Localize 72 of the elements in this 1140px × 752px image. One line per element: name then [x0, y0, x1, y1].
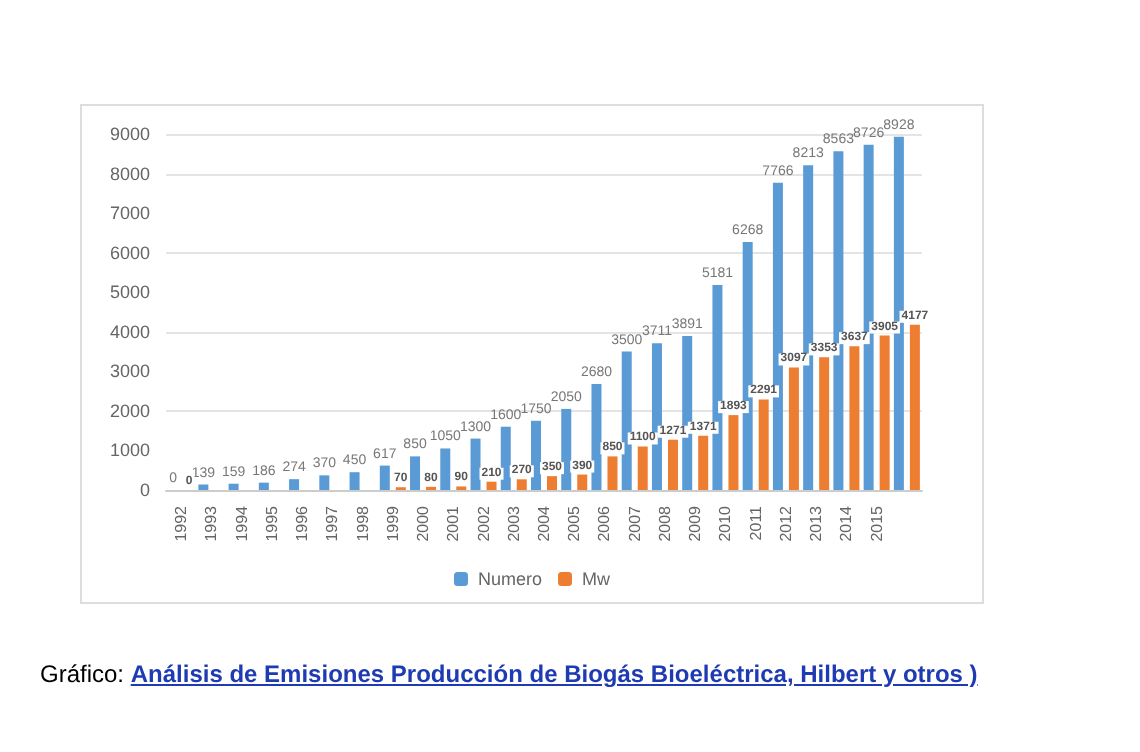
x-tick-label: 2011 [746, 504, 765, 541]
y-tick-label: 4000 [109, 321, 150, 342]
bar [833, 151, 844, 490]
bar [849, 346, 860, 490]
bar [698, 435, 709, 490]
x-tick-label: 2014 [837, 504, 856, 542]
bar [577, 474, 588, 490]
bar [440, 448, 451, 490]
bar [486, 481, 497, 490]
y-tick-label: 8000 [109, 163, 150, 184]
x-tick-label: 1992 [172, 504, 191, 542]
x-tick-label: 1993 [202, 504, 221, 542]
bar [349, 472, 360, 490]
x-tick-label: 1995 [262, 504, 281, 542]
bar [879, 335, 890, 490]
x-tick-label: 2007 [625, 504, 644, 542]
x-tick-label: 2010 [716, 504, 735, 542]
bar [607, 456, 618, 490]
bar [803, 165, 814, 490]
bar [667, 439, 678, 490]
y-tick-label: 1000 [109, 440, 150, 461]
bar [637, 446, 648, 490]
x-tick-label: 2006 [595, 504, 614, 542]
bar [228, 483, 239, 490]
y-tick-label: 6000 [109, 242, 150, 263]
x-tick-label: 1994 [232, 504, 251, 542]
x-tick-label: 2008 [655, 504, 674, 542]
bar [410, 456, 421, 490]
y-tick-label: 7000 [109, 203, 150, 224]
bar [547, 476, 557, 490]
bar [863, 144, 874, 490]
y-tick-label: 2000 [109, 400, 150, 421]
bar [531, 420, 541, 490]
legend-label: Mw [582, 569, 612, 589]
x-tick-label: 2015 [867, 504, 886, 542]
x-tick-label: 2001 [444, 504, 463, 542]
bar [500, 426, 511, 490]
legend-label: Numero [477, 569, 543, 589]
x-tick-label: 2013 [807, 504, 826, 542]
bar [909, 324, 920, 490]
bar [470, 438, 481, 490]
bar [728, 415, 739, 490]
x-tick-label: 1997 [323, 504, 342, 542]
bar [819, 357, 830, 490]
text: Gráfico: Análisis de Emisiones Producción de Biogás Bioeléctrica, Hilbert y otros ) [40, 660, 978, 688]
bar [591, 383, 602, 490]
x-tick-label: 2005 [565, 504, 584, 542]
bar [758, 399, 769, 490]
bar [561, 408, 572, 490]
x-tick-label: 1999 [383, 504, 402, 542]
x-tick-label: 2012 [776, 504, 795, 542]
x-tick-label: 2002 [474, 504, 493, 542]
x-tick-label: 2003 [504, 504, 523, 542]
bar [379, 465, 390, 490]
x-tick-label: 2009 [686, 504, 705, 542]
y-tick-label: 0 [139, 480, 150, 500]
x-tick-label: 2004 [535, 504, 553, 542]
bar [788, 367, 799, 490]
y-tick-label: 3000 [109, 361, 150, 382]
bar [198, 484, 209, 490]
bar [651, 343, 662, 490]
x-tick-label: 1998 [353, 504, 372, 542]
bar [319, 475, 330, 490]
bar [289, 479, 300, 490]
bar [682, 336, 693, 490]
x-tick-label: 1996 [293, 504, 312, 542]
x-tick-label: 2000 [414, 504, 433, 542]
y-tick-label: 5000 [109, 282, 150, 303]
bar [516, 479, 527, 490]
y-tick-label: 9000 [109, 124, 150, 144]
bar [258, 482, 269, 490]
bar [621, 351, 632, 490]
